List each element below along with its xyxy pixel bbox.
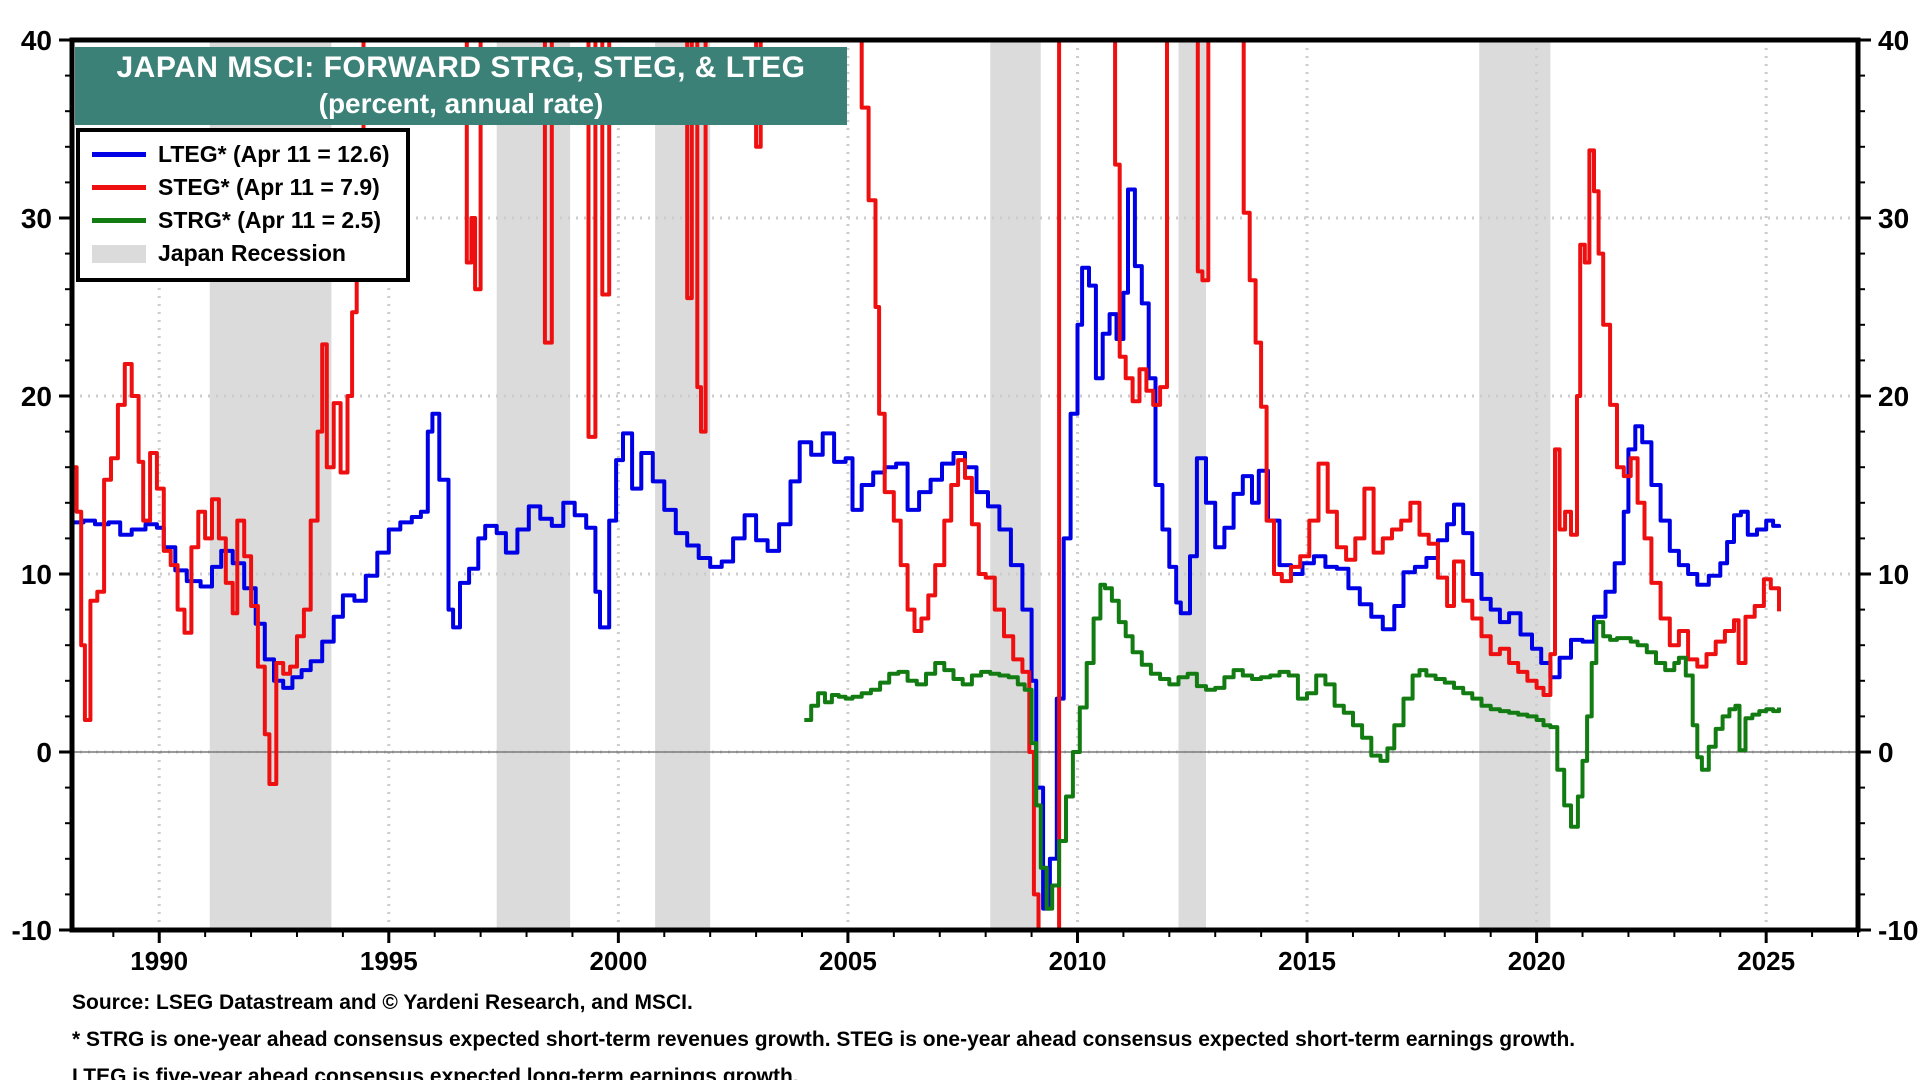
- svg-text:2025: 2025: [1737, 946, 1795, 975]
- footnote-1: * STRG is one-year ahead consensus expec…: [72, 1028, 1576, 1051]
- legend-item-steg: STEG* (Apr 11 = 7.9): [92, 172, 390, 203]
- svg-text:1990: 1990: [130, 946, 188, 975]
- chart-title: JAPAN MSCI: FORWARD STRG, STEG, & LTEG: [116, 51, 806, 84]
- svg-text:2020: 2020: [1508, 946, 1566, 975]
- svg-text:40: 40: [1878, 25, 1909, 56]
- footer: Source: LSEG Datastream and © Yardeni Re…: [72, 984, 1872, 1080]
- legend-label-steg: STEG* (Apr 11 = 7.9): [158, 174, 380, 200]
- recession-patch-swatch: [92, 244, 146, 263]
- legend-label-strg: STRG* (Apr 11 = 2.5): [158, 207, 382, 233]
- svg-text:40: 40: [21, 25, 52, 56]
- svg-text:-10: -10: [12, 915, 52, 946]
- footer-source: Source: LSEG Datastream and © Yardeni Re…: [72, 991, 693, 1014]
- svg-text:30: 30: [21, 203, 52, 234]
- svg-text:1995: 1995: [360, 946, 418, 975]
- legend: LTEG* (Apr 11 = 12.6) STEG* (Apr 11 = 7.…: [76, 128, 410, 282]
- svg-text:10: 10: [21, 559, 52, 590]
- steg-line-swatch: [92, 185, 146, 190]
- chart-subtitle: (percent, annual rate): [318, 88, 604, 119]
- footnote-2: LTEG is five-year ahead consensus expect…: [72, 1065, 799, 1080]
- svg-text:2015: 2015: [1278, 946, 1336, 975]
- svg-text:0: 0: [36, 737, 52, 768]
- svg-text:20: 20: [1878, 381, 1909, 412]
- title-banner: JAPAN MSCI: FORWARD STRG, STEG, & LTEG (…: [75, 47, 847, 125]
- lteg-line-swatch: [92, 152, 146, 157]
- strg-line-swatch: [92, 218, 146, 223]
- legend-item-recession: Japan Recession: [92, 238, 390, 269]
- svg-text:20: 20: [21, 381, 52, 412]
- svg-text:2000: 2000: [589, 946, 647, 975]
- legend-label-lteg: LTEG* (Apr 11 = 12.6): [158, 141, 390, 167]
- svg-text:2005: 2005: [819, 946, 877, 975]
- svg-text:30: 30: [1878, 203, 1909, 234]
- svg-text:-10: -10: [1878, 915, 1918, 946]
- chart-canvas: 1990 1995 2000 2005 2010 2015 2020 2025-10 -100 0…: [12, 25, 1919, 975]
- legend-item-lteg: LTEG* (Apr 11 = 12.6): [92, 139, 390, 170]
- legend-label-recession: Japan Recession: [158, 240, 346, 266]
- svg-text:10: 10: [1878, 559, 1909, 590]
- svg-text:0: 0: [1878, 737, 1894, 768]
- svg-text:2010: 2010: [1049, 946, 1107, 975]
- legend-item-strg: STRG* (Apr 11 = 2.5): [92, 205, 390, 236]
